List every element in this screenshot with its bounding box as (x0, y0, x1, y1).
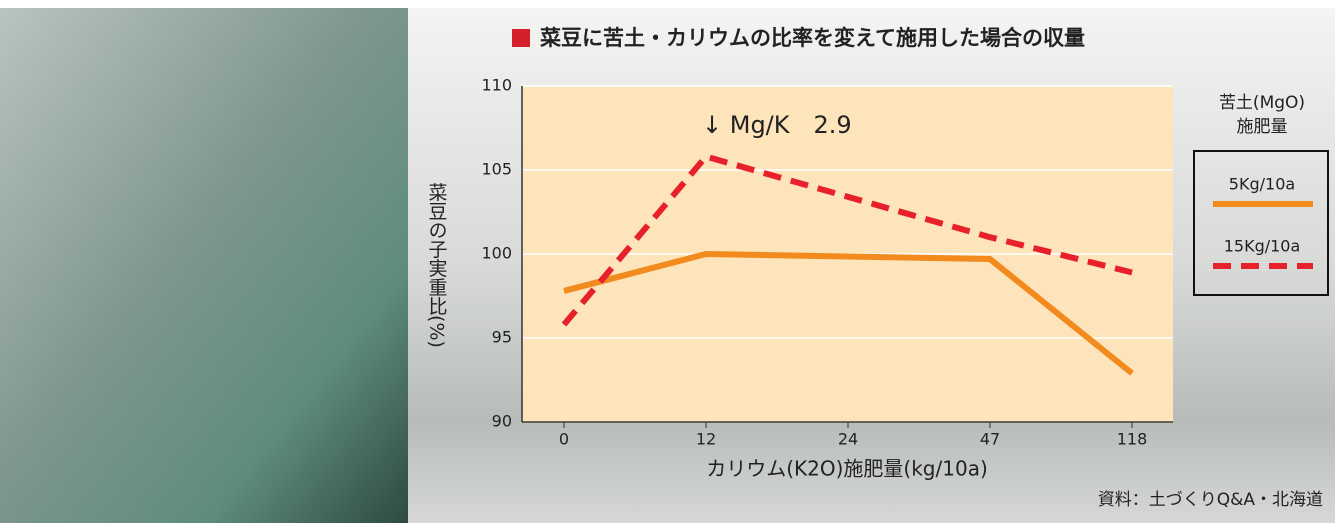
legend-title: 施肥量 (1237, 117, 1288, 137)
x-tick-label: 0 (559, 430, 569, 449)
legend-label: 5Kg/10a (1229, 175, 1295, 194)
x-tick-label: 12 (696, 430, 716, 449)
source-note: 資料：土づくりQ&A・北海道 (1098, 490, 1323, 510)
title-marker (512, 29, 530, 47)
chart-title: 菜豆に苦土・カリウムの比率を変えて施用した場合の収量 (539, 26, 1085, 50)
y-axis-label: 菜豆の子実重比(%) (426, 182, 448, 348)
x-tick-label: 24 (838, 430, 858, 449)
series-line (563, 250, 1134, 376)
annotation: ↓ Mg/K 2.9 (702, 111, 852, 139)
y-tick-label: 100 (481, 244, 512, 263)
series-line (561, 153, 1133, 327)
y-tick-label: 90 (492, 412, 512, 431)
x-tick-label: 118 (1117, 430, 1148, 449)
legend-label: 15Kg/10a (1224, 237, 1301, 256)
x-tick-label: 47 (980, 430, 1000, 449)
y-tick-label: 110 (481, 76, 512, 95)
photo-left (0, 8, 408, 523)
y-tick-label: 105 (481, 160, 512, 179)
legend-title: 苦土(MgO) (1219, 93, 1305, 113)
legend-box (1193, 150, 1329, 296)
x-axis-label: カリウム(K2O)施肥量(kg/10a) (706, 457, 988, 481)
y-tick-label: 95 (492, 328, 512, 347)
